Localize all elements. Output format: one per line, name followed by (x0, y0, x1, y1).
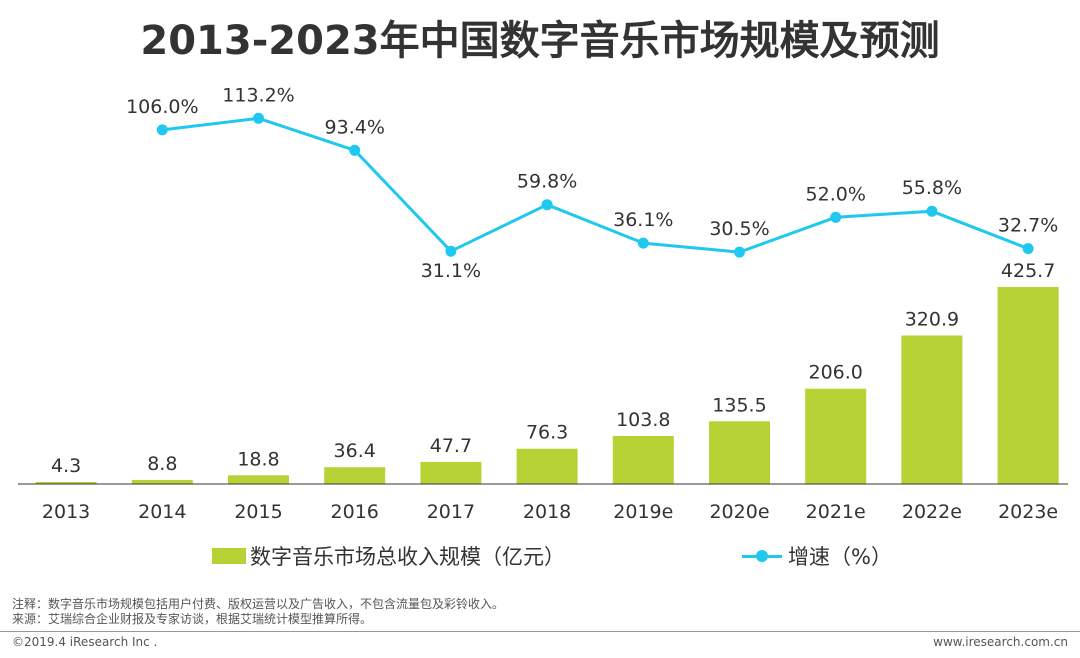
growth-value-label: 32.7% (998, 215, 1058, 237)
legend-item-bar: 数字音乐市场总收入规模（亿元） (212, 541, 565, 571)
source-text: 来源：艾瑞综合企业财报及专家访谈，根据艾瑞统计模型推算所得。 (12, 612, 373, 626)
legend-bar-swatch (212, 548, 246, 564)
bar-value-labels: 4.3 8.8 18.8 36.4 47.7 76.3 103.8 135.5 206.0 320… (51, 260, 1055, 477)
bar-2022e (901, 335, 963, 484)
growth-value-label: 113.2% (222, 84, 294, 106)
growth-point-2020e (734, 246, 745, 258)
copyright-text: ©2019.4 iResearch Inc . (12, 635, 158, 649)
x-tick-label: 2017 (427, 501, 475, 523)
website-text: www.iresearch.com.cn (933, 635, 1068, 649)
legend-item-line: 增速（%） (742, 541, 892, 571)
bar-series (35, 287, 1059, 484)
growth-value-label: 55.8% (902, 177, 962, 199)
bar-value-label: 8.8 (147, 453, 177, 475)
growth-point-2018 (541, 199, 553, 211)
legend-bar-label: 数字音乐市场总收入规模（亿元） (250, 545, 565, 569)
bar-2021e (805, 388, 867, 484)
legend-line-swatch (742, 548, 782, 564)
note-text: 注释：数字音乐市场规模包括用户付费、版权运营以及广告收入，不包含流量包及彩铃收入… (12, 597, 505, 611)
growth-point-2014 (156, 124, 168, 136)
x-tick-label: 2021e (806, 501, 866, 523)
x-tick-label: 2016 (331, 501, 379, 523)
bar-value-label: 103.8 (616, 409, 670, 431)
growth-point-2019e (637, 237, 649, 249)
x-tick-label: 2014 (138, 501, 186, 523)
growth-point-2022e (926, 205, 938, 217)
growth-value-label: 106.0% (126, 96, 198, 118)
bar-value-label: 425.7 (1001, 260, 1055, 282)
legend-line-label: 增速（%） (788, 545, 892, 569)
bar-value-label: 4.3 (51, 455, 81, 477)
bar-value-label: 36.4 (334, 440, 376, 462)
chart-canvas: 4.3 8.8 18.8 36.4 47.7 76.3 103.8 135.5 206.0 320… (18, 84, 1068, 523)
x-tick-label: 2013 (42, 501, 90, 523)
bar-2014 (131, 479, 193, 484)
growth-point-2015 (253, 112, 264, 124)
x-tick-label: 2018 (523, 501, 571, 523)
bar-value-label: 206.0 (808, 362, 862, 384)
growth-point-2021e (830, 211, 842, 223)
bar-2018 (516, 448, 578, 484)
growth-value-label: 30.5% (709, 218, 769, 240)
growth-value-label: 52.0% (806, 183, 866, 205)
growth-value-label: 93.4% (325, 116, 385, 138)
x-tick-label: 2015 (234, 501, 282, 523)
bar-value-label: 18.8 (237, 448, 279, 470)
bar-value-label: 47.7 (430, 435, 472, 457)
bar-2015 (228, 475, 289, 484)
bar-2020e (709, 421, 770, 484)
bar-2016 (324, 467, 386, 484)
x-tick-label: 2022e (902, 501, 962, 523)
bar-value-label: 135.5 (712, 394, 766, 416)
x-tick-label: 2020e (709, 501, 769, 523)
chart-title: 2013-2023年中国数字音乐市场规模及预测 (140, 18, 940, 64)
bar-2023e (997, 287, 1059, 484)
growth-point-2017 (445, 245, 457, 257)
bar-value-label: 76.3 (526, 422, 568, 444)
growth-value-label: 59.8% (517, 171, 577, 193)
x-tick-label: 2019e (613, 501, 673, 523)
growth-point-2016 (349, 144, 361, 156)
footer-divider (0, 631, 1080, 632)
x-tick-labels: 2013 2014 2015 2016 2017 2018 2019e 2020e 2021e 2… (42, 501, 1058, 523)
bar-2017 (420, 461, 482, 484)
bar-2019e (612, 436, 674, 484)
footnotes: 注释：数字音乐市场规模包括用户付费、版权运营以及广告收入，不包含流量包及彩铃收入… (12, 597, 504, 627)
growth-point-2023e (1022, 243, 1034, 255)
x-tick-label: 2023e (998, 501, 1058, 523)
growth-line-series (156, 112, 1034, 258)
growth-line (162, 116, 1029, 254)
growth-value-label: 31.1% (421, 260, 481, 282)
growth-value-label: 36.1% (613, 209, 673, 231)
growth-value-labels: 106.0% 113.2% 93.4% 31.1% 59.8% 36.1% 30.5% 52.… (126, 84, 1058, 282)
bar-value-label: 320.9 (905, 309, 959, 331)
bar-2013 (35, 482, 97, 484)
